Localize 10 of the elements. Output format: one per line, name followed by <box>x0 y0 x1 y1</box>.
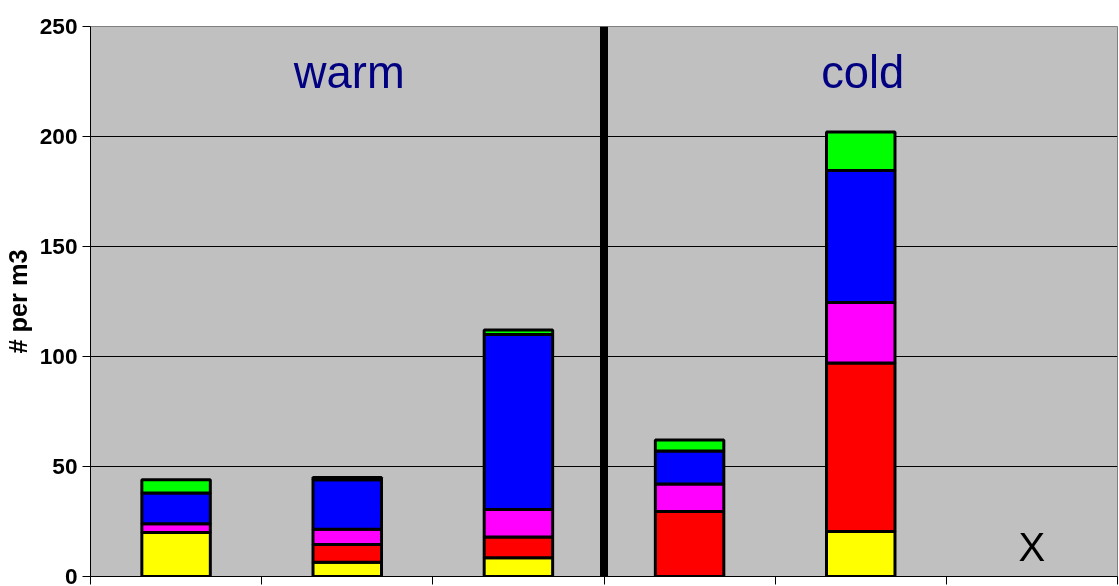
annotation: cold <box>821 47 905 98</box>
y-tick-label: 150 <box>39 233 78 259</box>
y-axis-title: # per m3 <box>3 249 32 354</box>
y-tick-label: 250 <box>39 13 78 39</box>
y-tick-label: 50 <box>52 453 78 479</box>
annotation: X <box>1018 524 1046 569</box>
annotation: warm <box>292 47 405 98</box>
y-tick-label: 0 <box>64 563 78 586</box>
y-tick-label: 100 <box>39 343 78 369</box>
y-tick-label: 200 <box>39 123 78 149</box>
